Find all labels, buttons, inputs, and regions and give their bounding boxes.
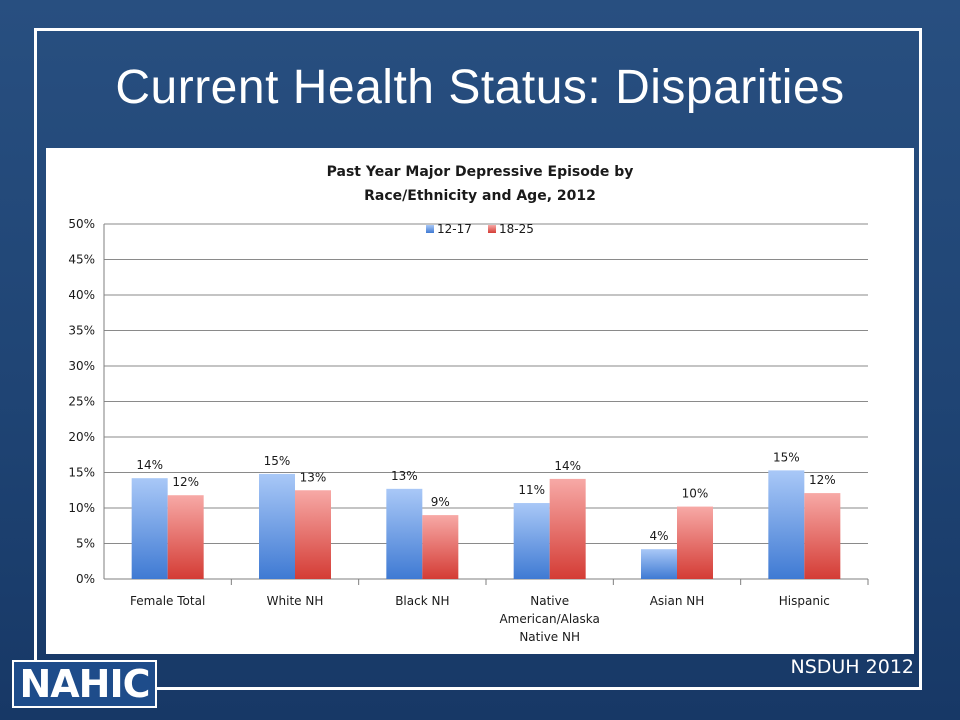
y-tick-label: 10% bbox=[68, 501, 95, 515]
bar bbox=[549, 478, 586, 579]
bar bbox=[677, 506, 713, 579]
bar bbox=[259, 473, 295, 579]
y-tick-label: 25% bbox=[68, 395, 95, 409]
y-tick-label: 45% bbox=[68, 253, 95, 267]
bar bbox=[513, 503, 550, 579]
x-tick-label: Hispanic bbox=[779, 594, 830, 608]
bar bbox=[422, 515, 459, 579]
y-tick-label: 5% bbox=[76, 537, 95, 551]
y-tick-label: 50% bbox=[68, 217, 95, 231]
chart-area: Past Year Major Depressive Episode by Rac… bbox=[46, 148, 914, 654]
y-tick-label: 15% bbox=[68, 466, 95, 480]
x-tick-label: Native bbox=[530, 594, 569, 608]
data-label: 9% bbox=[431, 495, 450, 509]
data-label: 15% bbox=[773, 450, 800, 464]
x-tick-label: Native NH bbox=[519, 630, 580, 644]
y-tick-label: 0% bbox=[76, 572, 95, 586]
bar bbox=[386, 488, 423, 579]
data-label: 11% bbox=[518, 483, 545, 497]
y-tick-label: 20% bbox=[68, 430, 95, 444]
x-tick-label: Female Total bbox=[130, 594, 205, 608]
x-tick-label: White NH bbox=[267, 594, 324, 608]
legend-swatch bbox=[426, 225, 434, 233]
data-label: 12% bbox=[809, 473, 836, 487]
data-label: 13% bbox=[391, 469, 418, 483]
y-tick-label: 35% bbox=[68, 324, 95, 338]
bar bbox=[131, 478, 168, 579]
chart-title-line: Race/Ethnicity and Age, 2012 bbox=[364, 188, 596, 204]
y-tick-label: 40% bbox=[68, 288, 95, 302]
bar bbox=[768, 470, 805, 579]
chart-title-line: Past Year Major Depressive Episode by bbox=[327, 164, 634, 180]
nahic-logo: NAHIC bbox=[12, 660, 157, 708]
data-label: 13% bbox=[300, 470, 327, 484]
data-label: 14% bbox=[554, 459, 581, 473]
x-tick-label: Asian NH bbox=[650, 594, 705, 608]
bar bbox=[167, 495, 204, 579]
data-label: 15% bbox=[264, 454, 291, 468]
x-tick-label: Black NH bbox=[395, 594, 449, 608]
x-tick-label: American/Alaska bbox=[499, 612, 599, 626]
slide-title: Current Health Status: Disparities bbox=[115, 61, 845, 114]
data-label: 14% bbox=[136, 458, 163, 472]
bar bbox=[295, 490, 331, 579]
legend-label: 12-17 bbox=[437, 222, 472, 236]
source-note: NSDUH 2012 bbox=[790, 656, 915, 678]
legend-swatch bbox=[488, 225, 496, 233]
y-tick-label: 30% bbox=[68, 359, 95, 373]
data-label: 12% bbox=[172, 475, 199, 489]
data-label: 4% bbox=[649, 529, 668, 543]
legend-label: 18-25 bbox=[499, 222, 534, 236]
bar bbox=[641, 549, 677, 579]
bar-chart: Past Year Major Depressive Episode by Rac… bbox=[68, 164, 869, 644]
slide-frame bbox=[34, 28, 922, 690]
data-label: 10% bbox=[682, 487, 709, 501]
bar bbox=[804, 493, 841, 579]
